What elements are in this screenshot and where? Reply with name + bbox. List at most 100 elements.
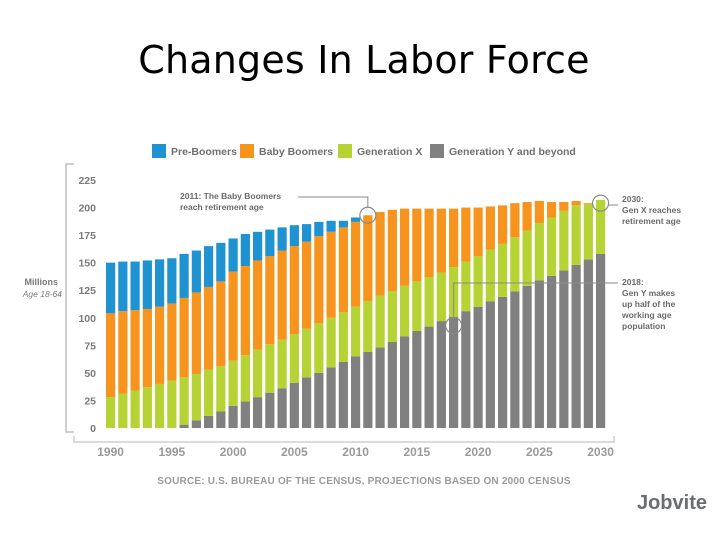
x-tick-label: 2000 (220, 445, 247, 459)
y-tick-label: 200 (78, 203, 96, 215)
bar-segment (363, 351, 373, 428)
bar-segment (449, 316, 459, 428)
bar-segment (216, 281, 226, 367)
bar-segment (142, 387, 152, 428)
bar-segment (302, 377, 312, 428)
bar-segment (449, 208, 459, 268)
bar-segment (130, 261, 140, 311)
bar-segment (400, 336, 410, 428)
bar-segment (277, 339, 287, 389)
jobvite-logo: Jobvite (637, 492, 707, 514)
bar-segment (571, 205, 581, 265)
bar-segment (485, 249, 495, 302)
bar-segment (547, 275, 557, 428)
bar-segment (351, 217, 361, 222)
bar-segment (228, 238, 238, 272)
bar-segment (583, 203, 593, 205)
bar-segment (253, 260, 263, 350)
bar-segment (302, 328, 312, 378)
bar-segment (130, 390, 140, 428)
bar-segment (473, 207, 483, 257)
bar-segment (216, 411, 226, 428)
bar-segment (155, 306, 165, 384)
bar-segment (338, 312, 348, 362)
bar-segment (302, 241, 312, 329)
annotation-text: up half of the (622, 299, 676, 309)
bar-segment (228, 405, 238, 428)
y-tick-label: 0 (90, 423, 96, 435)
bar-segment (424, 326, 434, 428)
annotation-text: reach retirement age (180, 202, 264, 212)
bar-segment (191, 420, 201, 428)
annotation-text: population (622, 321, 665, 331)
bar-segment (179, 297, 189, 378)
bar-segment (571, 264, 581, 428)
annotation-text: 2018: (622, 277, 644, 287)
bar-segment (424, 276, 434, 327)
bar-segment (571, 200, 581, 206)
bar-segment (265, 392, 275, 428)
bar-segment (204, 286, 214, 370)
y-tick-label: 100 (78, 313, 96, 325)
x-tick-label: 1990 (97, 445, 124, 459)
bar-segment (326, 317, 336, 368)
bar-segment (338, 227, 348, 313)
bar-segment (375, 211, 385, 296)
bar-segment (277, 388, 287, 428)
bar-segment (412, 208, 422, 282)
y-tick-label: 150 (78, 258, 96, 270)
bar-segment (167, 258, 177, 304)
bar-segment (522, 202, 532, 231)
bar-segment (302, 224, 312, 242)
bar-segment (412, 331, 422, 428)
bar-segment (498, 205, 508, 244)
annotation-text: Gen Y makes (622, 288, 675, 298)
bar-segment (106, 397, 116, 428)
bar-segment (289, 225, 299, 247)
bar-segment (547, 217, 557, 276)
bar-segment (289, 334, 299, 383)
x-axis: 1990 1995 2000 2005 2010 2015 2020 2025 2030 (73, 436, 615, 459)
page-title: Changes In Labor Force (138, 38, 590, 82)
bar-segment (204, 369, 214, 416)
legend-label: Generation X (357, 146, 422, 158)
annotation-text: 2030: (622, 194, 644, 204)
bar-segment (204, 415, 214, 428)
bar-segment (436, 208, 446, 273)
bar-segment (191, 373, 201, 421)
bar-segment (289, 382, 299, 428)
y-tick-label: 225 (78, 175, 96, 187)
bar-segment (534, 222, 544, 281)
bar-segment (534, 280, 544, 428)
bar-segment (522, 285, 532, 428)
bar-segment (167, 303, 177, 381)
y-axis-title: Millions (25, 277, 59, 287)
bar-segment (461, 207, 471, 262)
bar-segment (240, 265, 250, 356)
bar-segment (289, 246, 299, 335)
bar-segment (191, 292, 201, 374)
footer: SOURCE: U.S. BUREAU OF THE CENSUS, PROJE… (157, 476, 707, 514)
bar-segment (473, 256, 483, 307)
bar-segment (179, 253, 189, 298)
y-tick-label: 125 (78, 285, 96, 297)
bar-segment (155, 259, 165, 307)
bar-segment (583, 204, 593, 260)
bar-segment (510, 237, 520, 292)
bar-segment (387, 342, 397, 428)
bar-segment (142, 308, 152, 388)
x-tick-label: 2030 (587, 445, 614, 459)
bar-segment (142, 260, 152, 309)
bar-segment (400, 208, 410, 286)
bar-segment (461, 311, 471, 428)
legend-label: Pre-Boomers (171, 146, 237, 158)
bar-segment (436, 321, 446, 428)
annotation-leader (453, 282, 618, 318)
annotation-text: retirement age (622, 216, 681, 226)
bar-segment (375, 347, 385, 428)
y-tick-label: 75 (84, 340, 96, 352)
bar-segment (596, 253, 606, 428)
bar-segment (338, 361, 348, 428)
